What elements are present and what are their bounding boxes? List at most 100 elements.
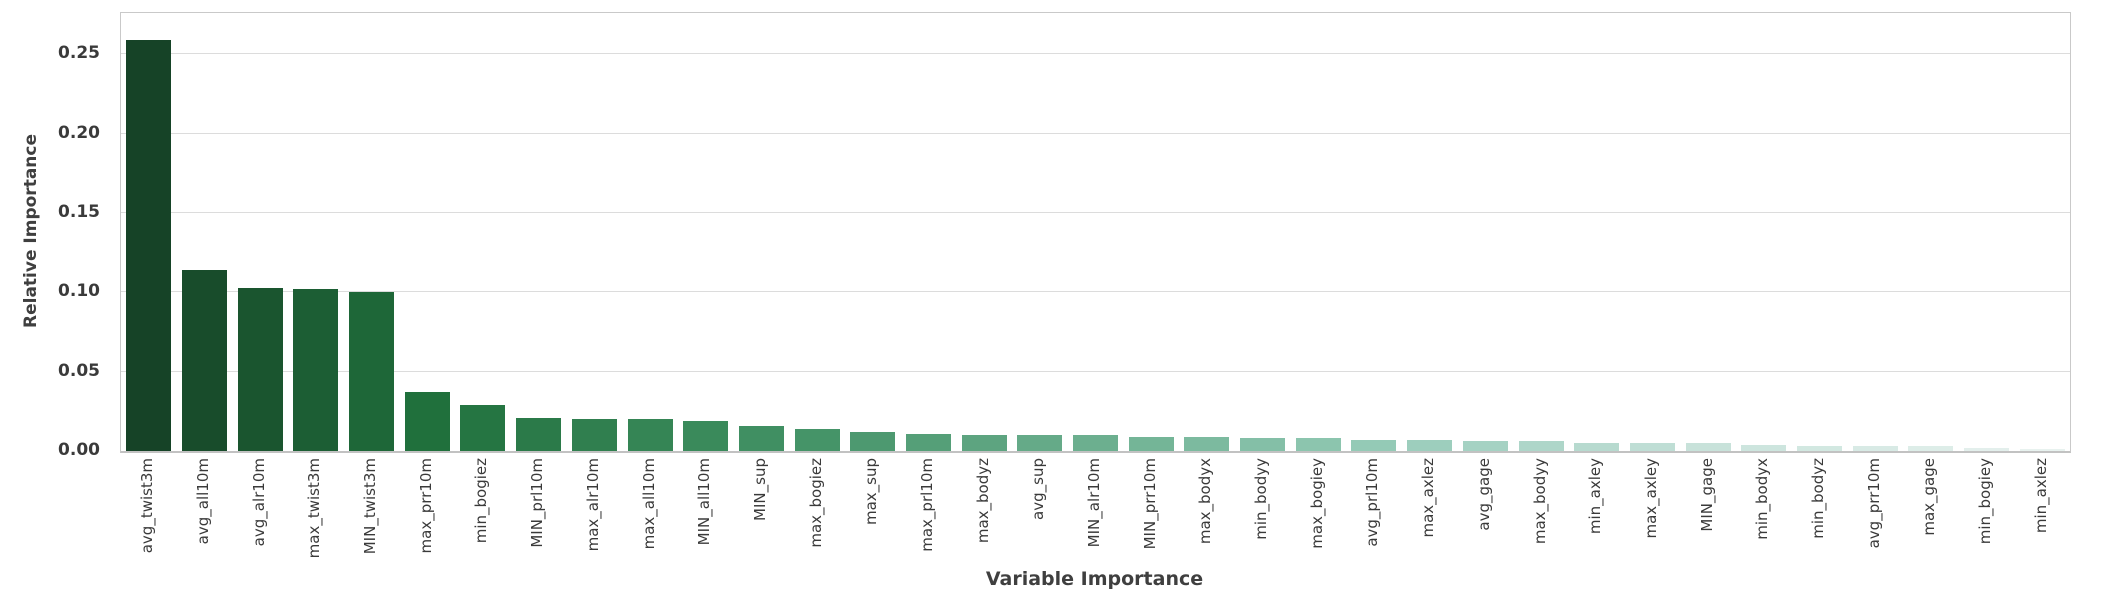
bar-cell [177,13,233,451]
bar-cell [121,13,177,451]
bar-MIN_sup [738,426,784,451]
bar-cell [901,13,957,451]
x-tick-cell: MIN_gage [1679,458,1735,566]
bar-cell [1736,13,1792,451]
x-tick-cell: max_prl10m [900,458,956,566]
x-tick-cell: MIN_twist3m [343,458,399,566]
y-tick-label: 0.10 [58,281,100,302]
bar-cell [1123,13,1179,451]
bar-cell [1179,13,1235,451]
x-tick-label: avg_alr10m [249,458,268,547]
x-tick-label: min_bogiez [472,458,491,544]
bar-cell [1847,13,1903,451]
y-tick-label: 0.15 [58,201,100,222]
x-tick-cell: MIN_prr10m [1122,458,1178,566]
bar-max_axlez [1407,440,1453,451]
bar-max_gage [1908,446,1954,451]
y-axis-title-wrap: Relative Importance [14,12,48,450]
x-tick-cell: min_bodyz [1791,458,1847,566]
x-tick-label: min_bodyy [1252,458,1271,540]
x-tick-cell: min_axlez [2013,458,2069,566]
x-tick-label: min_bodyz [1808,458,1827,539]
x-tick-label: MIN_alr10m [1085,458,1104,548]
x-tick-label: MIN_gage [1697,458,1716,532]
bar-cell [956,13,1012,451]
bar-cell [678,13,734,451]
x-tick-label: MIN_sup [750,458,769,521]
x-tick-label: MIN_prr10m [1140,458,1159,550]
y-gridline [121,291,2070,293]
bar-avg_all10m [182,270,228,451]
bar-cell [1458,13,1514,451]
x-tick-cell: max_prr10m [398,458,454,566]
x-tick-label: MIN_prl10m [528,458,547,548]
x-tick-label: avg_sup [1029,458,1048,520]
bar-cell [734,13,790,451]
bars-row [121,13,2070,451]
x-tick-label: max_all10m [639,458,658,550]
x-tick-cell: avg_gage [1457,458,1513,566]
x-tick-cell: max_bodyz [955,458,1011,566]
y-axis-title: Relative Importance [20,134,41,328]
bar-min_bogiez [460,405,506,451]
y-tick-label: 0.00 [58,440,100,460]
bar-avg_alr10m [237,288,283,451]
x-tick-cell: max_bogiey [1289,458,1345,566]
bar-cell [622,13,678,451]
y-gridline [121,370,2070,372]
y-tick-label: 0.20 [58,122,100,143]
bar-cell [455,13,511,451]
bar-cell [1569,13,1625,451]
bar-cell [1513,13,1569,451]
x-tick-cell: avg_alr10m [231,458,287,566]
bar-cell [1012,13,1068,451]
x-tick-label: min_bodyx [1753,458,1772,540]
x-tick-cell: max_all10m [621,458,677,566]
x-tick-cell: max_axley [1624,458,1680,566]
bar-MIN_gage [1685,443,1731,451]
x-tick-label: min_axlez [2031,458,2050,534]
bar-cell [511,13,567,451]
x-tick-cell: max_alr10m [566,458,622,566]
x-tick-label: avg_gage [1474,458,1493,531]
bar-cell [1959,13,2015,451]
x-tick-label: max_gage [1920,458,1939,536]
bar-cell [1235,13,1291,451]
y-tick-label: 0.05 [58,360,100,381]
x-tick-label: avg_prl10m [1363,458,1382,547]
bar-cell [2014,13,2070,451]
bar-MIN_prr10m [1128,437,1174,451]
bar-cell [1402,13,1458,451]
x-axis-title: Variable Importance [985,568,1204,590]
bar-cell [344,13,400,451]
x-tick-cell: MIN_sup [733,458,789,566]
x-tick-label: max_prl10m [917,458,936,552]
x-tick-cell: max_sup [844,458,900,566]
x-tick-cell: min_axley [1568,458,1624,566]
bar-cell [1680,13,1736,451]
bar-avg_prr10m [1852,446,1898,451]
x-tick-cell: MIN_all10m [677,458,733,566]
x-tick-label: max_bodyz [973,458,992,544]
x-tick-cell: max_bogiez [788,458,844,566]
bar-min_bodyz [1796,446,1842,451]
bar-min_bodyx [1741,445,1787,451]
bar-min_bogiey [1964,448,2010,451]
y-axis-ticks: 0.00 0.05 0.10 0.15 0.20 0.25 [0,0,100,608]
x-tick-cell: max_axlez [1401,458,1457,566]
x-tick-label: avg_all10m [194,458,213,545]
x-tick-cell: max_bodyx [1178,458,1234,566]
bar-cell [567,13,623,451]
bar-MIN_twist3m [349,292,395,451]
bar-min_axley [1574,443,1620,451]
x-tick-cell: min_bodyx [1735,458,1791,566]
bar-cell [288,13,344,451]
bar-avg_twist3m [126,40,172,451]
x-axis-ticks: avg_twist3m avg_all10m avg_alr10m max_twist… [120,458,2069,566]
bar-cell [1290,13,1346,451]
bar-cell [399,13,455,451]
bar-max_alr10m [571,419,617,451]
bar-cell [1068,13,1124,451]
bar-max_sup [850,432,896,451]
